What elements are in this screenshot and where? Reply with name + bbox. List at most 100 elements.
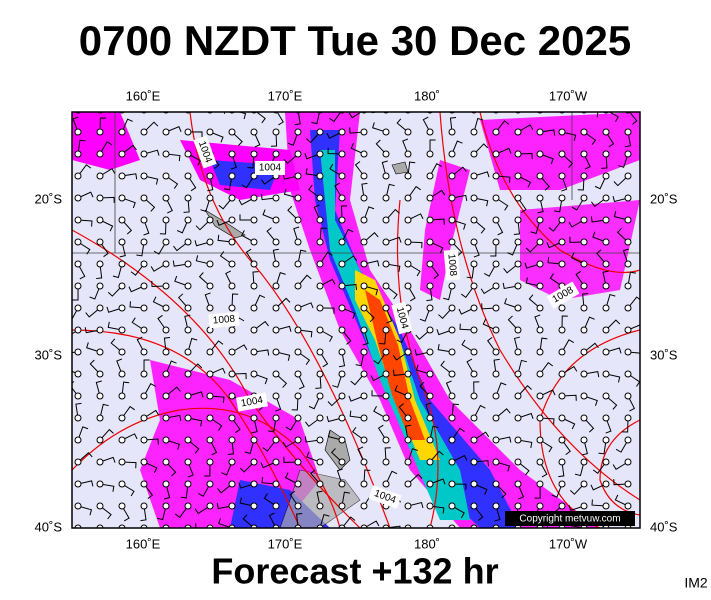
station: [448, 282, 456, 290]
station: [338, 436, 346, 444]
station: [118, 458, 126, 466]
station: [448, 150, 456, 158]
station: [140, 172, 148, 180]
wind-barb: [287, 205, 299, 221]
wind-barb: [219, 251, 233, 265]
wind-barb: [373, 406, 387, 419]
station: [492, 260, 500, 268]
station: [118, 326, 126, 334]
wind-barb: [239, 214, 254, 221]
station: [316, 216, 324, 224]
station: [96, 304, 104, 312]
station: [404, 480, 412, 488]
wind-barb: [128, 285, 145, 293]
station: [536, 282, 544, 290]
wind-barb: [517, 385, 532, 397]
station: [118, 150, 126, 158]
station: [316, 260, 324, 268]
station: [558, 150, 566, 158]
wind-barb: [119, 241, 126, 258]
lon-label: 170˚E: [268, 88, 303, 103]
isobar-label: 1008: [208, 311, 240, 329]
wind-barb: [473, 483, 488, 495]
wind-barb: [297, 373, 305, 390]
station: [624, 304, 632, 312]
station: [184, 370, 192, 378]
station: [558, 414, 566, 422]
wind-barb: [293, 226, 300, 243]
station: [228, 436, 236, 444]
wind-barb: [363, 469, 371, 485]
station: [404, 436, 412, 444]
station: [558, 304, 566, 312]
station: [514, 150, 522, 158]
wind-barb: [517, 124, 534, 133]
wind-barb: [327, 395, 343, 407]
wind-barb: [319, 351, 329, 368]
wind-barb: [517, 483, 525, 500]
station: [228, 128, 236, 136]
station: [140, 436, 148, 444]
station: [558, 458, 566, 466]
wind-barb: [583, 131, 597, 145]
wind-barb: [484, 263, 497, 277]
station: [426, 436, 434, 444]
station: [558, 436, 566, 444]
wind-barb: [591, 197, 607, 208]
wind-barb: [341, 255, 358, 265]
station: [404, 172, 412, 180]
wind-barb: [94, 95, 100, 110]
lat-label: 40˚S: [35, 519, 63, 534]
wind-barb: [143, 149, 160, 156]
station: [448, 172, 456, 180]
station: [470, 194, 478, 202]
wind-barb: [315, 373, 322, 389]
wind-barb: [496, 96, 504, 110]
station: [228, 348, 236, 356]
station: [316, 370, 324, 378]
station: [382, 194, 390, 202]
station: [470, 458, 478, 466]
wind-barb: [72, 329, 79, 335]
wind-barb: [253, 320, 269, 331]
wind-barb: [251, 417, 258, 434]
wind-barb: [495, 120, 510, 133]
station: [580, 194, 588, 202]
station: [96, 172, 104, 180]
wind-barb: [143, 219, 150, 236]
station: [118, 502, 126, 510]
wind-barb: [445, 380, 453, 397]
wind-barb: [614, 494, 629, 507]
station: [514, 458, 522, 466]
wind-barb: [275, 395, 282, 412]
station: [294, 414, 302, 422]
station: [492, 370, 500, 378]
station: [140, 282, 148, 290]
station: [514, 238, 522, 246]
wind-barb: [473, 505, 484, 521]
wind-barb: [363, 285, 379, 296]
station: [338, 326, 346, 334]
wind-barb: [263, 493, 277, 507]
station: [184, 326, 192, 334]
station: [74, 238, 82, 246]
wind-barb: [99, 168, 116, 177]
station: [602, 238, 610, 246]
station: [118, 392, 126, 400]
wind-barb: [363, 260, 380, 267]
station: [228, 392, 236, 400]
wind-barb: [329, 163, 343, 177]
wind-barb: [77, 452, 93, 463]
wind-barb: [209, 395, 225, 403]
station: [536, 304, 544, 312]
station: [184, 194, 192, 202]
wind-barb: [187, 175, 197, 192]
wind-barb: [451, 403, 459, 419]
wind-barb: [490, 241, 497, 257]
wind-barb: [561, 315, 568, 331]
wind-barb: [363, 307, 375, 323]
wind-barb: [143, 461, 158, 474]
wind-barb: [451, 454, 468, 463]
wind-barb: [272, 248, 279, 265]
wind-barb: [99, 141, 113, 155]
